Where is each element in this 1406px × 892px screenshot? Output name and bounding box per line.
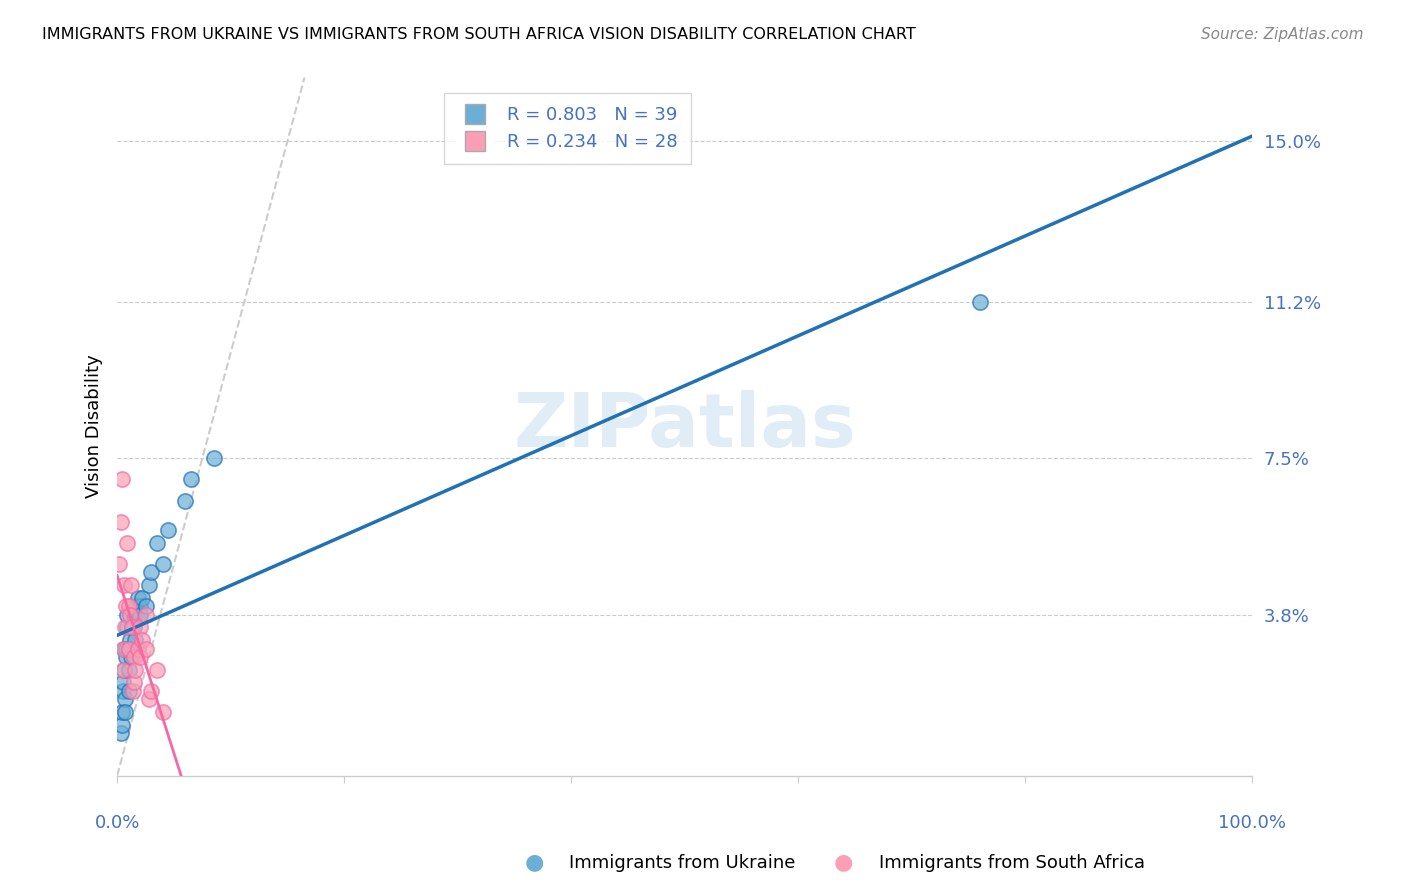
Point bbox=[202, 451, 225, 466]
Point bbox=[117, 641, 139, 656]
Point bbox=[969, 294, 991, 309]
Point bbox=[131, 591, 153, 605]
Text: Immigrants from Ukraine: Immigrants from Ukraine bbox=[569, 855, 796, 872]
Point bbox=[117, 684, 139, 698]
Point bbox=[111, 705, 134, 719]
Legend: R = 0.803   N = 39, R = 0.234   N = 28: R = 0.803 N = 39, R = 0.234 N = 28 bbox=[444, 94, 690, 164]
Text: IMMIGRANTS FROM UKRAINE VS IMMIGRANTS FROM SOUTH AFRICA VISION DISABILITY CORREL: IMMIGRANTS FROM UKRAINE VS IMMIGRANTS FR… bbox=[42, 27, 915, 42]
Point bbox=[111, 675, 134, 690]
Point bbox=[124, 633, 146, 648]
Point bbox=[122, 650, 145, 665]
Point bbox=[117, 641, 139, 656]
Point bbox=[124, 607, 146, 622]
Point bbox=[114, 692, 136, 706]
Point bbox=[110, 726, 132, 740]
Point bbox=[152, 705, 174, 719]
Point bbox=[138, 578, 160, 592]
Text: 0.0%: 0.0% bbox=[94, 814, 139, 832]
Point bbox=[111, 663, 134, 677]
Point bbox=[122, 684, 145, 698]
Point bbox=[111, 472, 134, 486]
Point bbox=[128, 650, 150, 665]
Point bbox=[180, 472, 202, 486]
Point bbox=[174, 493, 197, 508]
Point bbox=[115, 650, 138, 665]
Point bbox=[122, 607, 145, 622]
Point bbox=[122, 620, 145, 634]
Point bbox=[146, 536, 169, 550]
Point bbox=[157, 523, 180, 537]
Point bbox=[117, 607, 139, 622]
Point bbox=[135, 641, 157, 656]
Point bbox=[112, 663, 135, 677]
Point bbox=[135, 599, 157, 614]
Text: 100.0%: 100.0% bbox=[1219, 814, 1286, 832]
Point bbox=[111, 684, 134, 698]
Text: ZIPatlas: ZIPatlas bbox=[513, 390, 856, 463]
Point bbox=[112, 578, 135, 592]
Point bbox=[117, 536, 139, 550]
Point bbox=[114, 620, 136, 634]
Point bbox=[110, 515, 132, 529]
Point bbox=[121, 620, 143, 634]
Point bbox=[146, 663, 169, 677]
Point bbox=[141, 684, 163, 698]
Point bbox=[115, 641, 138, 656]
Point bbox=[118, 607, 141, 622]
Point bbox=[117, 663, 139, 677]
Text: Immigrants from South Africa: Immigrants from South Africa bbox=[879, 855, 1144, 872]
Point bbox=[135, 607, 157, 622]
Point bbox=[121, 620, 143, 634]
Point bbox=[131, 633, 153, 648]
Point bbox=[120, 650, 142, 665]
Text: Source: ZipAtlas.com: Source: ZipAtlas.com bbox=[1201, 27, 1364, 42]
Point bbox=[111, 641, 134, 656]
Text: ●: ● bbox=[524, 853, 544, 872]
Point bbox=[141, 566, 163, 580]
Point bbox=[122, 675, 145, 690]
Point bbox=[128, 620, 150, 634]
Point bbox=[117, 620, 139, 634]
Point bbox=[112, 641, 135, 656]
Point bbox=[111, 717, 134, 731]
Point bbox=[152, 557, 174, 571]
Point bbox=[118, 633, 141, 648]
Point bbox=[128, 607, 150, 622]
Point bbox=[128, 607, 150, 622]
Point bbox=[108, 557, 131, 571]
Point bbox=[115, 599, 138, 614]
Point bbox=[128, 599, 150, 614]
Point bbox=[120, 578, 142, 592]
Text: ●: ● bbox=[834, 853, 853, 872]
Point bbox=[125, 599, 148, 614]
Point bbox=[138, 692, 160, 706]
Point bbox=[117, 599, 139, 614]
Point bbox=[114, 705, 136, 719]
Y-axis label: Vision Disability: Vision Disability bbox=[86, 355, 103, 499]
Point bbox=[124, 663, 146, 677]
Point bbox=[127, 591, 149, 605]
Point bbox=[127, 641, 149, 656]
